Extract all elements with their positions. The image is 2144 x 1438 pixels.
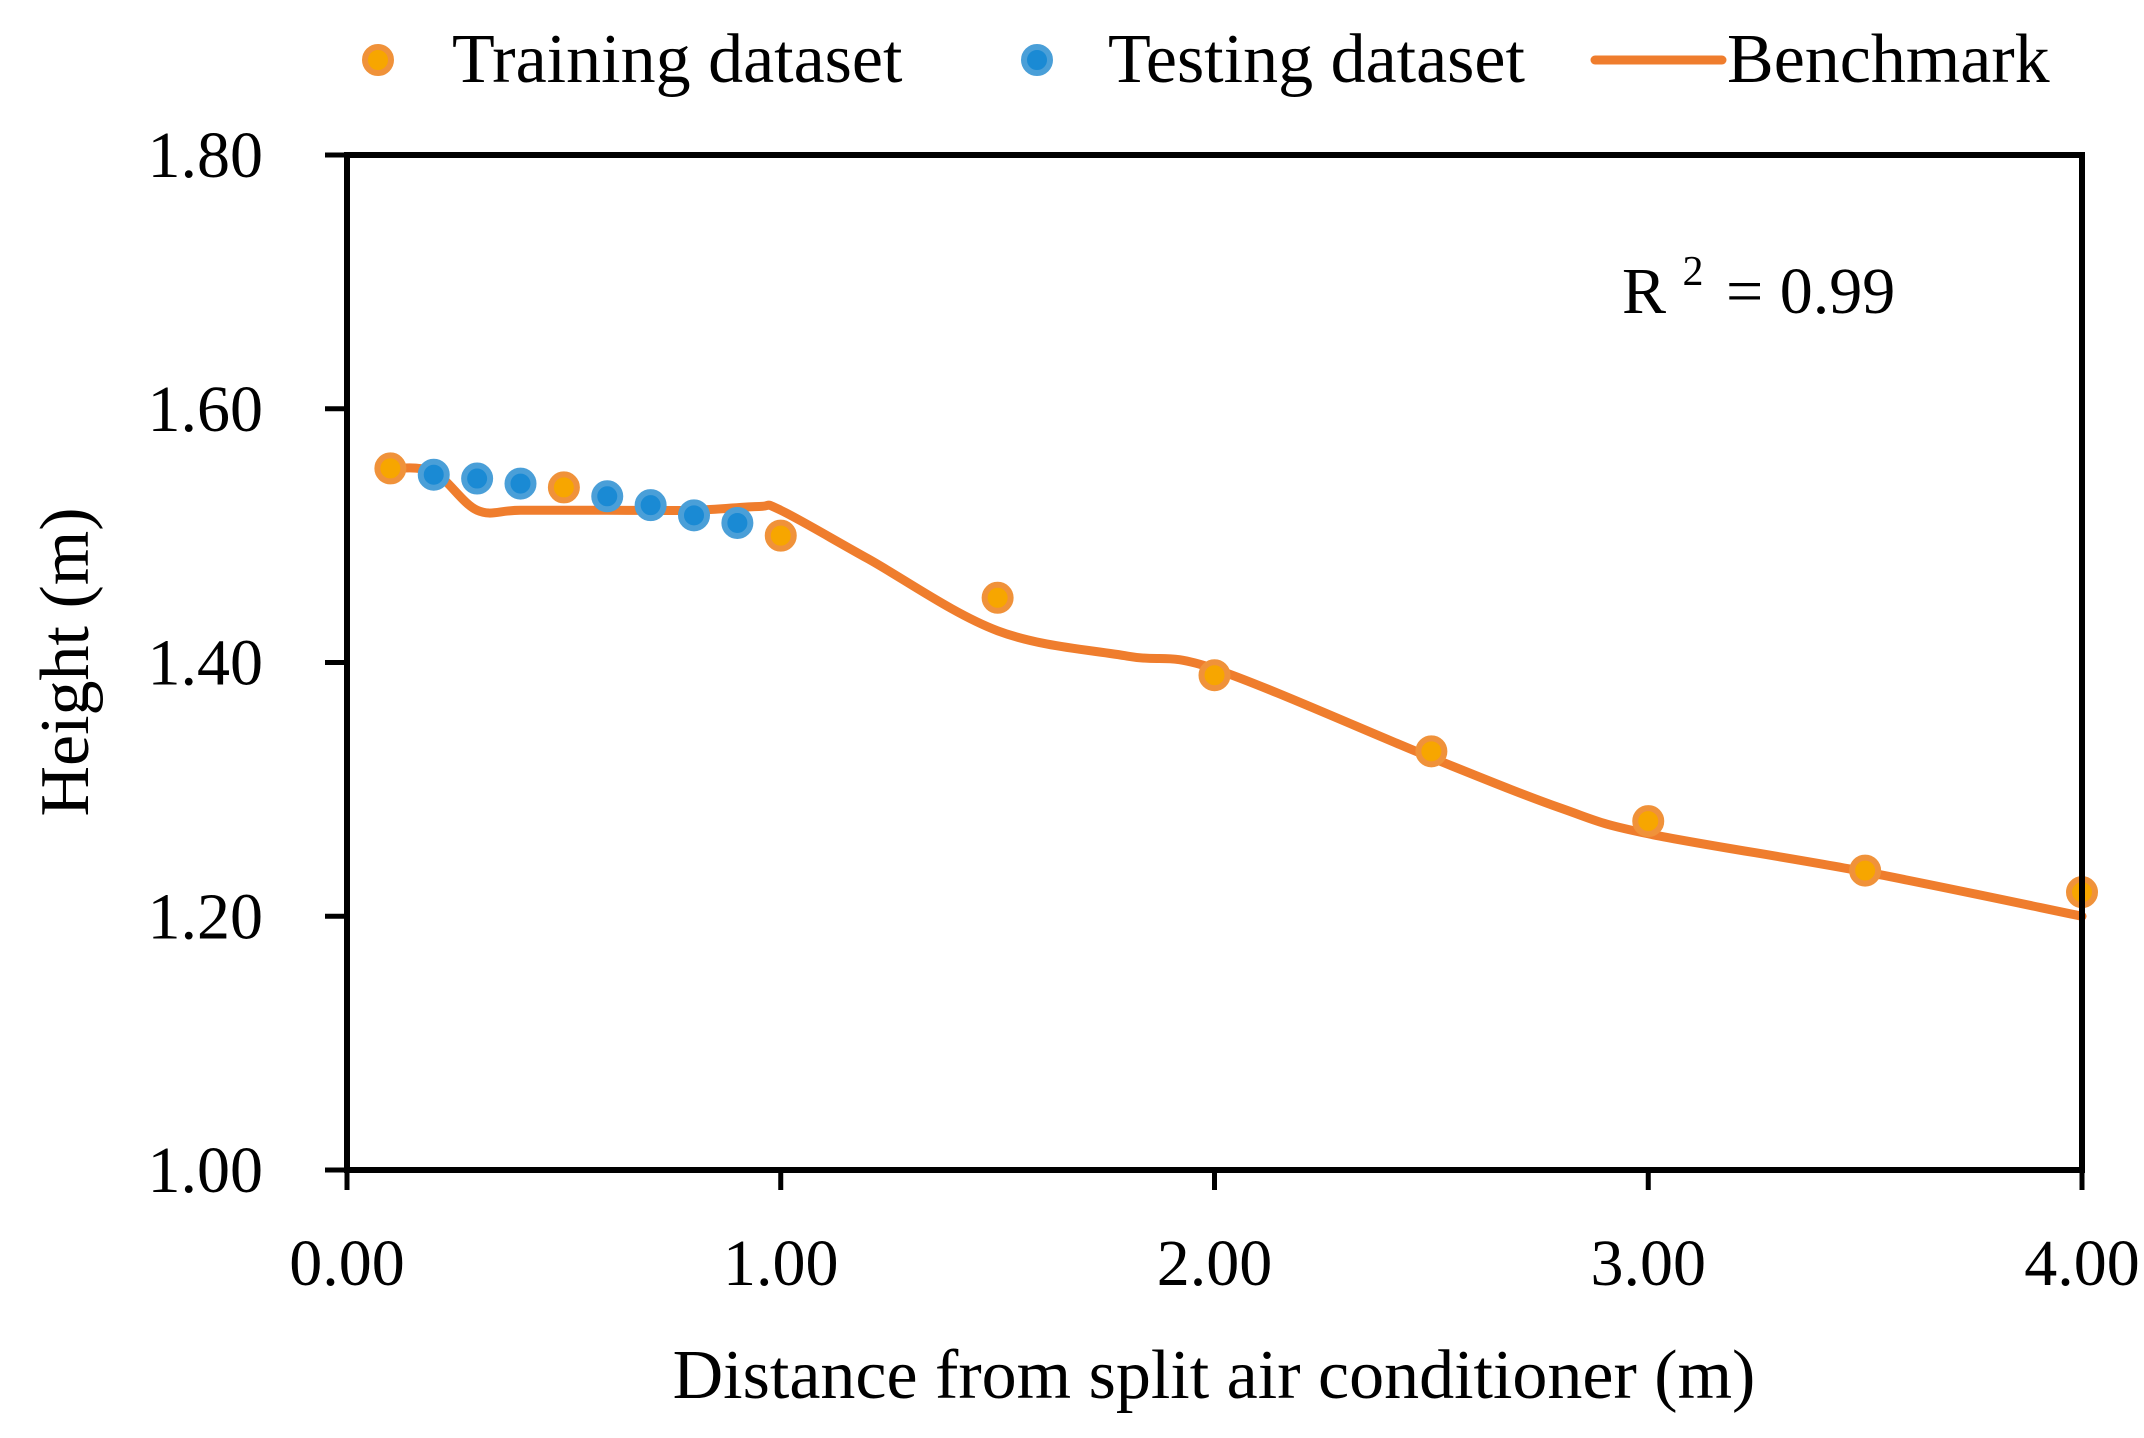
y-tick-label: 1.80 [148,119,264,192]
legend-item-training: Training dataset [362,21,903,98]
legend-label-benchmark: Benchmark [1727,21,2050,98]
y-tick-label: 1.20 [148,880,264,953]
r-squared-superscript: 2 [1683,249,1704,295]
testing-point [634,489,667,522]
testing-point [678,499,710,532]
r-squared-annotation: R 2 = 0.99 [1622,227,1895,328]
testing-point [591,480,624,513]
training-point [374,452,407,485]
y-tick-label: 1.00 [148,1134,264,1207]
y-tick-label: 1.40 [148,627,264,700]
x-tick-label: 2.00 [1157,1227,1273,1300]
plot-frame [344,152,2085,1173]
training-point [1415,735,1448,768]
legend: Training dataset Testing dataset Benchma… [362,21,2050,98]
legend-marker-training [362,44,394,76]
training-point [547,471,580,504]
x-tick-label: 0.00 [289,1227,405,1300]
y-axis-ticks: 1.00 1.20 1.40 1.60 1.80 [148,119,347,1207]
training-point [981,581,1014,614]
y-tick-label: 1.60 [148,373,264,446]
testing-points [417,458,754,539]
legend-label-training: Training dataset [452,21,903,98]
legend-label-testing: Testing dataset [1108,21,1525,98]
x-axis-ticks: 0.00 1.00 2.00 3.00 4.00 [289,1170,2140,1300]
legend-item-benchmark: Benchmark [1590,21,2050,98]
testing-point [504,467,537,500]
benchmark-line [385,463,2087,921]
training-point [1198,659,1231,692]
y-axis-title: Height (m) [27,507,104,816]
x-axis-title: Distance from split air conditioner (m) [673,1337,1756,1414]
r-squared-value: = 0.99 [1726,255,1895,328]
testing-point [417,458,450,491]
training-point [1849,854,1882,887]
legend-item-testing: Testing dataset [1021,21,1525,98]
r-squared-base: R [1622,255,1666,328]
training-point [1632,805,1665,838]
testing-point [721,506,754,539]
testing-point [461,462,494,495]
x-tick-label: 3.00 [1591,1227,1707,1300]
x-tick-label: 4.00 [2024,1227,2140,1300]
training-point [764,519,797,552]
legend-marker-testing [1021,44,1053,76]
x-tick-label: 1.00 [723,1227,839,1300]
